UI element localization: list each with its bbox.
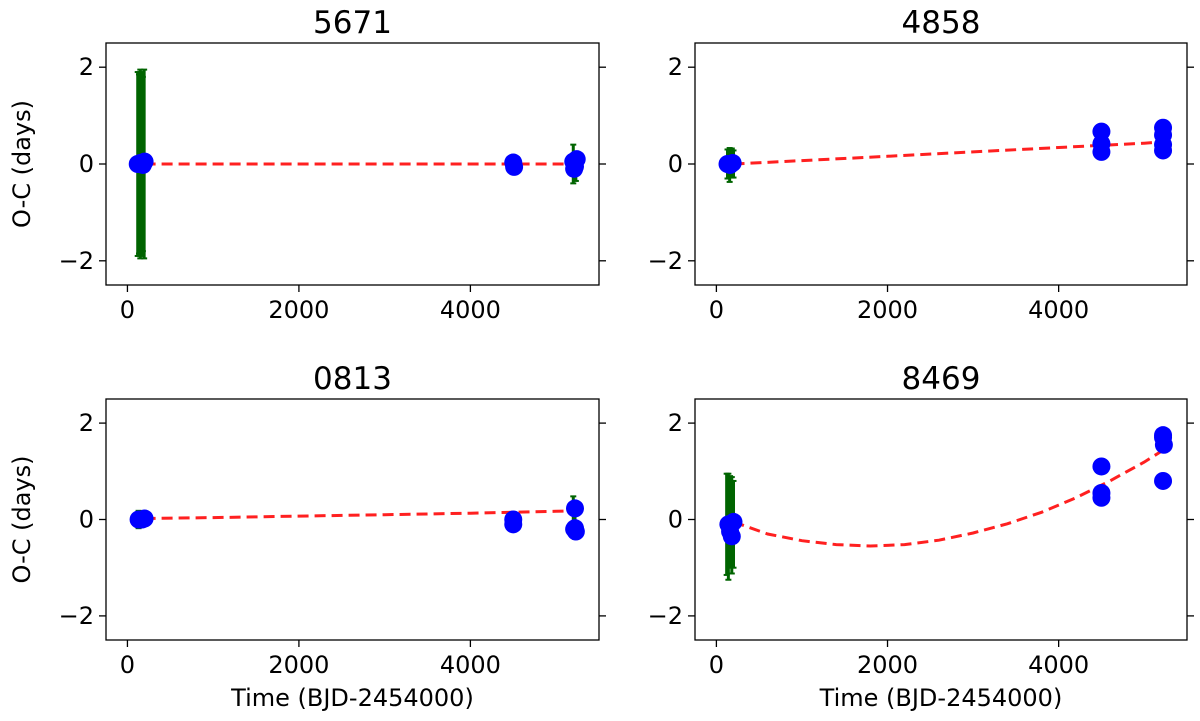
y-tick-label: 2 [79, 53, 94, 81]
y-tick-label: 2 [668, 409, 683, 437]
chart-title: 4858 [902, 5, 981, 41]
x-tick-label: 4000 [1028, 651, 1089, 679]
data-point [504, 510, 523, 529]
y-tick-label: −2 [59, 602, 94, 630]
chart-title: 5671 [313, 5, 392, 41]
x-tick-label: 0 [120, 296, 135, 324]
y-axis-label: O-C (days) [8, 456, 36, 584]
data-point [1154, 471, 1173, 490]
x-tick-label: 0 [709, 296, 724, 324]
chart-title: 8469 [902, 361, 981, 397]
axes-frame [694, 42, 1188, 286]
y-tick-label: −2 [648, 602, 683, 630]
y-tick-label: −2 [648, 247, 683, 275]
subplot-3: 0813 −2 0 2 0 2000 4000 O-C (days) Time (BJD-245… [8, 361, 606, 712]
data-point [565, 520, 584, 539]
data-point [1154, 435, 1173, 454]
subplot-1: 5671 −2 0 2 0 2000 4000 O-C (days) [8, 5, 606, 324]
data-point [1154, 141, 1173, 160]
fit-line [732, 447, 1167, 548]
data-point [1092, 142, 1111, 161]
y-tick-label: 2 [668, 53, 683, 81]
y-tick-label: 0 [79, 150, 94, 178]
y-axis-label: O-C (days) [8, 100, 36, 228]
x-tick-label: 0 [709, 651, 724, 679]
x-tick-label: 2000 [268, 296, 329, 324]
x-tick-label: 4000 [440, 296, 501, 324]
y-tick-label: 0 [79, 506, 94, 534]
y-tick-label: 2 [79, 409, 94, 437]
subplot-4: 8469 −2 0 2 0 2000 4000 Time (BJD-2454000) [648, 361, 1194, 712]
data-point [565, 159, 584, 178]
data-point [723, 154, 742, 173]
y-tick-label: 0 [668, 506, 683, 534]
x-tick-label: 0 [120, 651, 135, 679]
data-point [565, 499, 584, 518]
data-point [135, 152, 154, 171]
fit-line [144, 509, 578, 520]
data-point [505, 157, 524, 176]
x-tick-label: 2000 [857, 296, 918, 324]
fit-line [733, 140, 1166, 166]
x-axis-label: Time (BJD-2454000) [230, 684, 474, 712]
x-tick-label: 2000 [857, 651, 918, 679]
data-point [1092, 457, 1111, 476]
y-tick-label: −2 [59, 247, 94, 275]
data-point [724, 512, 743, 531]
x-tick-label: 4000 [1028, 296, 1089, 324]
data-point [135, 509, 154, 528]
subplot-2: 4858 −2 0 2 0 2000 4000 [648, 5, 1194, 324]
x-tick-label: 4000 [440, 651, 501, 679]
data-point [1092, 488, 1111, 507]
chart-title: 0813 [313, 361, 392, 397]
axes-frame [694, 398, 1188, 641]
x-axis-label: Time (BJD-2454000) [819, 684, 1063, 712]
y-tick-label: 0 [668, 150, 683, 178]
data-point [722, 527, 741, 546]
x-tick-label: 2000 [268, 651, 329, 679]
